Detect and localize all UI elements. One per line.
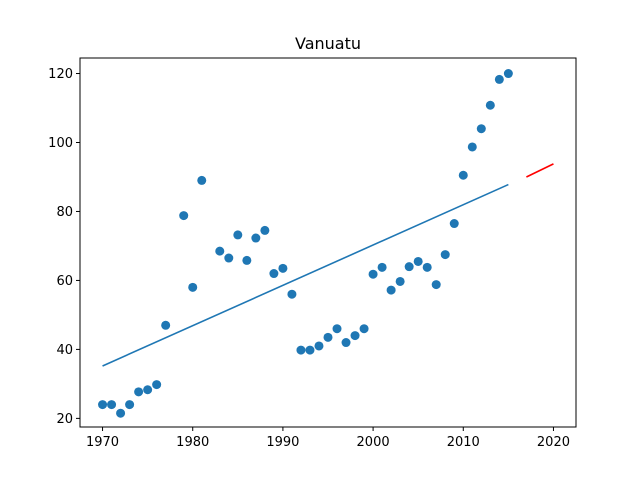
y-tick-label: 100 — [48, 136, 73, 151]
data-point — [107, 400, 117, 410]
y-tick-label: 40 — [56, 343, 73, 358]
data-point — [260, 225, 270, 235]
x-axis: 1970 1980 1990 2000 2010 2020 — [86, 427, 570, 450]
data-point — [152, 380, 162, 390]
data-point — [143, 385, 153, 395]
plot-frame — [79, 57, 577, 428]
forecast-line — [526, 163, 554, 178]
data-point — [188, 282, 198, 292]
data-point — [296, 345, 306, 355]
y-axis: 20 40 60 80 100 120 — [48, 67, 80, 427]
data-point — [125, 400, 135, 410]
plot-background — [80, 58, 576, 427]
x-tick-label: 1970 — [86, 435, 119, 450]
data-point — [224, 253, 234, 263]
y-tick-label: 120 — [48, 67, 73, 82]
data-point — [242, 255, 252, 265]
data-point — [215, 246, 225, 256]
data-point — [251, 233, 261, 243]
data-point — [377, 262, 387, 272]
data-point — [269, 269, 279, 279]
data-point — [431, 280, 441, 290]
data-point — [467, 142, 477, 152]
data-point — [476, 124, 486, 134]
plot-area — [80, 58, 576, 427]
data-point — [278, 263, 288, 273]
forecast-line-layer — [526, 163, 554, 178]
data-point — [323, 332, 333, 342]
fit-line-layer — [102, 183, 509, 367]
data-point — [305, 345, 315, 355]
data-point — [395, 276, 405, 286]
data-point — [359, 324, 369, 334]
x-tick-label: 2010 — [447, 435, 480, 450]
y-tick-label: 20 — [56, 412, 73, 427]
data-point — [458, 170, 468, 180]
data-point — [314, 341, 324, 351]
data-point — [386, 285, 396, 295]
data-point — [116, 408, 126, 418]
data-point — [332, 324, 342, 334]
x-tick-label: 1980 — [176, 435, 209, 450]
data-point — [341, 338, 351, 348]
data-point — [134, 387, 144, 397]
data-point — [494, 74, 504, 84]
data-point — [197, 175, 207, 185]
data-point — [287, 289, 297, 299]
data-point — [422, 262, 432, 272]
data-point — [368, 269, 378, 279]
x-tick-label: 2020 — [537, 435, 570, 450]
data-point — [179, 211, 189, 221]
x-tick-label: 2000 — [357, 435, 390, 450]
data-point — [98, 400, 108, 410]
trend-line — [102, 183, 509, 367]
data-point — [413, 256, 423, 266]
data-point — [233, 230, 243, 240]
data-point — [485, 100, 495, 110]
data-point — [503, 69, 513, 79]
y-tick-label: 80 — [56, 205, 73, 220]
data-point — [350, 331, 360, 341]
chart-title: Vanuatu — [295, 34, 361, 53]
data-point — [449, 219, 459, 229]
scatter-points-layer — [98, 69, 513, 418]
data-point — [161, 320, 171, 330]
data-point — [404, 262, 414, 272]
data-point — [440, 250, 450, 260]
y-tick-label: 60 — [56, 274, 73, 289]
x-tick-label: 1990 — [266, 435, 299, 450]
